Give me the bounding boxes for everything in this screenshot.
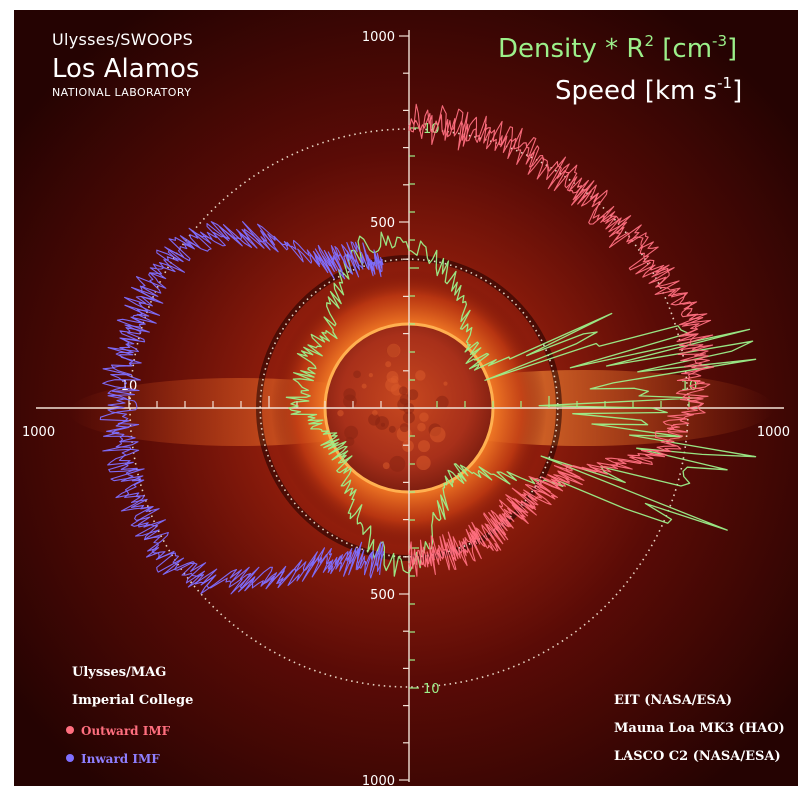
sun-texture-spot xyxy=(368,413,381,426)
outward-dot-icon xyxy=(66,725,74,734)
lab-subtitle: NATIONAL LABORATORY xyxy=(52,86,192,99)
density-unit: [cm xyxy=(654,34,713,64)
inward-dot-icon xyxy=(66,753,74,762)
sun-texture-spot xyxy=(417,422,426,432)
sun-texture-spot xyxy=(380,422,386,427)
credit-mauna-loa: Mauna Loa MK3 (HAO) xyxy=(614,721,785,736)
speed-exponent: -1 xyxy=(717,74,733,92)
density-tick-label-bottom: 10 xyxy=(423,682,440,697)
sun-texture-spot xyxy=(443,381,448,386)
density-tick-label-top: 10 xyxy=(423,122,440,137)
density-label-text: Density * R xyxy=(498,34,645,64)
sun-texture-spot xyxy=(372,410,378,416)
sun-texture-spot xyxy=(344,425,359,440)
sun-texture-spot xyxy=(389,455,406,472)
legend-outward: Outward IMF xyxy=(66,720,170,739)
speed-close: ] xyxy=(732,76,743,106)
speed-label-text: Speed [km s xyxy=(555,76,718,106)
chart-frame: 1000 500 500 1000 1000 1000 10 10 10 10 Ulysses/S… xyxy=(14,10,798,786)
sun-texture-spot xyxy=(390,375,399,384)
sun-texture-spot xyxy=(368,372,374,378)
sun-texture-spot xyxy=(361,383,367,389)
legend-inward: Inward IMF xyxy=(66,748,160,767)
sun-texture-spot xyxy=(345,436,355,447)
speed-label: Speed [km s-1] xyxy=(555,74,743,106)
density-exponent: 2 xyxy=(644,32,654,50)
sun-texture-spot xyxy=(353,370,361,379)
mag-institution: Imperial College xyxy=(72,693,194,708)
speed-tick-label-top-500: 500 xyxy=(370,216,395,231)
lab-name: Los Alamos xyxy=(52,54,200,84)
density-close: ] xyxy=(727,34,738,64)
sun-texture-spot xyxy=(402,440,414,452)
instrument-top-label: Ulysses/SWOOPS xyxy=(52,30,194,49)
sun-texture-spot xyxy=(429,426,446,443)
sun-texture-spot xyxy=(416,455,431,471)
sun-texture-spot xyxy=(435,395,449,409)
credit-eit: EIT (NASA/ESA) xyxy=(614,693,733,708)
inward-imf-speed-trace xyxy=(99,221,384,595)
speed-tick-label-bottom-1000: 1000 xyxy=(362,774,395,786)
speed-tick-label-top-1000: 1000 xyxy=(362,30,395,45)
sun-texture-spot xyxy=(399,386,408,395)
sun-texture-spot xyxy=(399,394,411,405)
density-label: Density * R2 [cm-3] xyxy=(498,32,738,64)
sun-texture-spot xyxy=(385,361,392,368)
credit-lasco: LASCO C2 (NASA/ESA) xyxy=(614,749,781,764)
sun-texture-spot xyxy=(417,440,431,453)
sun-texture-spot xyxy=(343,394,357,409)
density-trace xyxy=(285,231,757,577)
legend-outward-label: Outward IMF xyxy=(81,724,171,738)
sun-texture-spot xyxy=(382,462,390,470)
speed-tick-label-right-1000: 1000 xyxy=(757,425,790,440)
outward-imf-speed-trace xyxy=(408,103,715,577)
mag-instrument: Ulysses/MAG xyxy=(72,665,167,680)
speed-tick-label-bottom-500: 500 xyxy=(370,588,395,603)
legend-inward-label: Inward IMF xyxy=(81,752,160,766)
inward-imf-speed-trace xyxy=(107,226,385,589)
speed-tick-label-left-1000: 1000 xyxy=(22,425,55,440)
sun-texture-spot xyxy=(399,423,409,433)
density-unit-exponent: -3 xyxy=(712,32,727,50)
outward-imf-speed-trace xyxy=(408,112,709,570)
sun-texture-spot xyxy=(415,370,426,381)
sun-texture-spot xyxy=(337,409,344,417)
sun-texture-spot xyxy=(386,343,401,358)
sun-texture-spot xyxy=(388,425,396,433)
sun-texture-spot xyxy=(419,412,429,422)
